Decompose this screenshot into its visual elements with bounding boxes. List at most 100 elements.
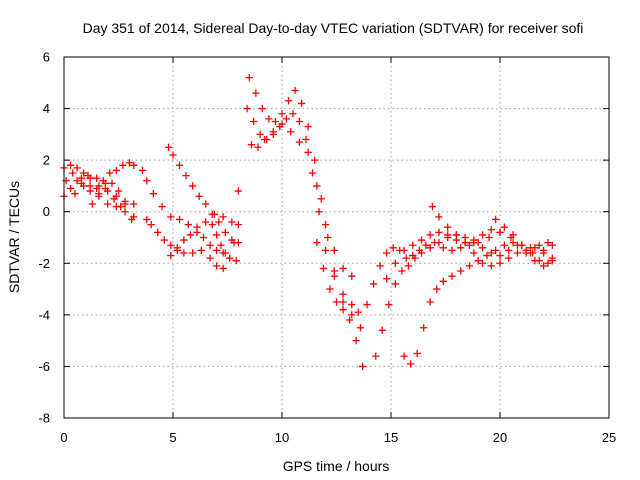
data-point: [169, 151, 177, 159]
data-point: [461, 239, 469, 247]
y-tick-label: -2: [38, 256, 50, 271]
data-point: [319, 264, 328, 273]
data-point: [417, 249, 426, 257]
data-point: [465, 262, 474, 270]
data-point: [208, 210, 216, 218]
data-point: [359, 362, 367, 371]
data-point: [164, 143, 173, 151]
data-point: [339, 306, 347, 314]
data-point: [474, 257, 482, 265]
data-point: [313, 239, 321, 247]
series-track-5: [88, 179, 136, 224]
data-point: [352, 336, 360, 345]
data-point: [84, 171, 92, 180]
chart-title: Day 351 of 2014, Sidereal Day-to-day VTE…: [83, 20, 584, 36]
data-points: [60, 73, 556, 371]
data-point: [295, 138, 304, 146]
data-point: [77, 179, 86, 187]
data-point: [108, 179, 116, 187]
data-point: [539, 249, 548, 257]
data-point: [435, 239, 443, 247]
x-tick-label: 0: [60, 430, 67, 445]
data-point: [382, 275, 391, 283]
data-point: [206, 254, 214, 262]
data-point: [539, 262, 548, 270]
data-point: [304, 148, 312, 157]
data-point: [478, 244, 487, 252]
data-point: [197, 246, 205, 255]
data-point: [420, 324, 428, 332]
data-point: [252, 89, 260, 97]
data-point: [282, 115, 291, 123]
data-point: [212, 231, 221, 239]
series-track-16: [372, 231, 556, 360]
data-point: [470, 249, 478, 257]
data-point: [308, 169, 317, 177]
data-point: [478, 259, 487, 267]
data-point: [265, 115, 273, 123]
data-point: [398, 267, 406, 275]
data-point: [369, 280, 378, 288]
y-tick-label: -6: [38, 359, 50, 374]
data-point: [413, 349, 421, 358]
data-point: [154, 228, 162, 236]
data-point: [345, 316, 354, 324]
data-point: [457, 267, 465, 275]
data-point: [348, 300, 356, 309]
data-point: [548, 241, 556, 249]
data-point: [426, 298, 434, 306]
data-point: [478, 231, 487, 239]
data-point: [287, 128, 295, 136]
data-point: [219, 213, 227, 221]
series-track-7: [143, 215, 227, 273]
data-point: [348, 311, 356, 319]
data-point: [411, 254, 419, 262]
data-point: [330, 246, 338, 255]
data-point: [193, 228, 201, 236]
data-point: [444, 223, 452, 231]
data-point: [173, 244, 182, 252]
data-point: [71, 190, 79, 198]
data-point: [378, 326, 386, 334]
data-point: [496, 251, 504, 260]
series-track-2: [60, 161, 138, 208]
data-point: [518, 241, 526, 249]
data-point: [522, 246, 530, 255]
data-point: [400, 246, 408, 255]
data-point: [485, 233, 493, 242]
data-point: [513, 249, 522, 257]
data-point: [217, 241, 225, 249]
data-point: [535, 241, 543, 249]
data-point: [496, 228, 504, 236]
data-point: [439, 277, 447, 285]
data-point: [226, 254, 234, 262]
data-point: [284, 97, 293, 105]
data-point: [422, 241, 430, 249]
x-axis-label: GPS time / hours: [283, 458, 390, 474]
data-point: [106, 169, 114, 177]
data-point: [448, 246, 456, 255]
data-point: [125, 159, 134, 167]
data-point: [535, 257, 543, 265]
data-point: [256, 130, 264, 139]
data-point: [258, 104, 267, 113]
data-point: [247, 141, 256, 149]
data-point: [86, 182, 94, 190]
data-point: [297, 99, 306, 108]
data-point: [317, 195, 325, 203]
data-point: [212, 262, 221, 270]
data-point: [391, 280, 400, 288]
data-point: [400, 352, 408, 360]
data-point: [212, 246, 221, 255]
data-point: [149, 190, 158, 198]
data-point: [348, 272, 356, 280]
grid: [64, 57, 609, 418]
data-point: [206, 241, 214, 249]
x-tick-label: 15: [384, 430, 398, 445]
data-point: [326, 285, 334, 293]
data-point: [509, 239, 517, 247]
data-point: [526, 249, 535, 257]
data-point: [339, 264, 347, 273]
data-point: [232, 257, 240, 265]
data-point: [180, 236, 188, 244]
